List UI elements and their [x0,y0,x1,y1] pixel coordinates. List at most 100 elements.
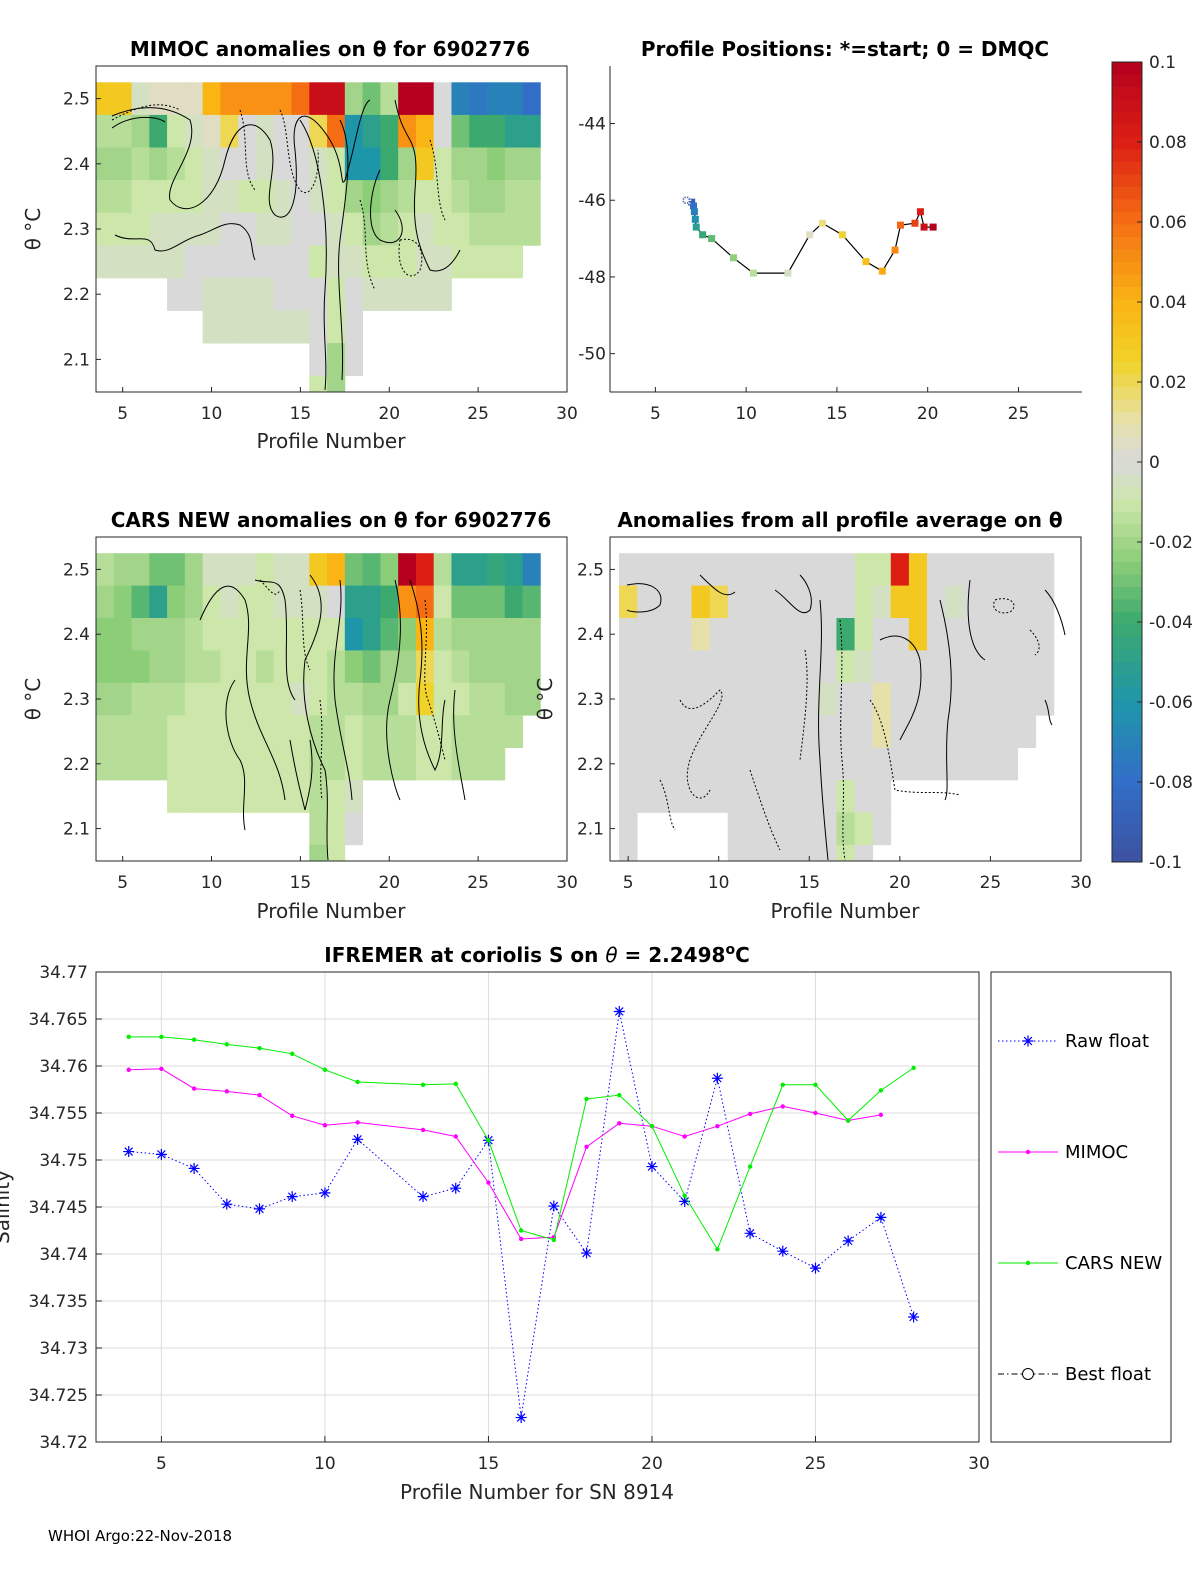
series-dot-point [290,1113,295,1119]
raw-float-star-point [254,1203,266,1215]
y-tick-label: 2.5 [63,560,90,580]
heatmap-cell [344,180,364,214]
heatmap-cell [782,618,801,651]
heatmap-cell [981,618,1000,651]
heatmap-cell [818,585,837,619]
allavg-xlabel: Profile Number [771,899,921,923]
heatmap-cell [327,245,346,279]
x-tick-label: 10 [735,404,757,424]
positions-ticks: 5 10 15 20 25 -44 -46 -48 -50 [578,115,1029,424]
heatmap-cell [818,747,837,781]
heatmap-cell [673,650,692,684]
heatmap-cell [908,618,928,651]
heatmap-cell [655,747,674,781]
heatmap-cell [273,715,292,748]
heatmap-cell [220,553,239,586]
heatmap-cell [238,618,257,651]
heatmap-cell [487,747,506,781]
heatmap-cell [167,82,186,116]
colorbar-ticks: 0.1 0.08 0.06 0.04 0.02 0 -0.02 -0.04 -0.06 -0.08… [1137,53,1193,873]
heatmap-cell [309,310,328,344]
colorbar-band [1112,74,1142,88]
heatmap-cell [433,114,452,148]
heatmap-cell [782,553,801,586]
heatmap-cell [451,585,470,619]
series-dot-point [518,1236,524,1242]
heatmap-cell [131,212,150,246]
heatmap-cell [149,82,168,116]
heatmap-cell [433,682,452,716]
heatmap-cell [504,82,523,116]
heatmap-cell [96,82,115,116]
heatmap-cell [327,82,346,116]
heatmap-cell [836,812,855,846]
colorbar-band [1112,149,1142,163]
cars-contour-line [199,579,296,801]
series-dot-point [420,1127,426,1133]
heatmap-cell [380,650,399,684]
heatmap-cell [167,147,186,181]
heatmap-cell [131,650,150,684]
heatmap-cell [327,553,346,586]
heatmap-cell [415,715,435,748]
legend-circle-marker [1022,1368,1034,1380]
heatmap-cell [113,650,132,684]
series-dot-point [355,1120,360,1125]
heatmap-cell [220,650,239,684]
heatmap-cell [149,650,168,684]
colorbar-band [1112,474,1142,488]
heatmap-cell [344,147,364,181]
raw-float-star-point [875,1211,887,1223]
heatmap-cell [1035,682,1055,716]
mimoc-ylabel: θ °C [21,208,45,251]
colorbar-band [1112,224,1142,238]
heatmap-cell [167,682,186,716]
series-dot-point [453,1081,458,1087]
heatmap-cell [309,212,328,246]
heatmap-cell [945,715,964,748]
heatmap-cell [890,585,910,619]
heatmap-cell [487,682,506,716]
heatmap-cell [184,650,204,684]
x-tick-label: 25 [467,404,489,424]
allavg-anomaly-panel: Anomalies from all profile average on θ … [533,508,1092,923]
heatmap-cell [238,180,257,214]
heatmap-cell [291,780,310,813]
colorbar-band [1112,312,1142,325]
heatmap-cell [451,747,470,781]
colorbar-tick-label: 0.08 [1149,133,1187,153]
heatmap-cell [927,747,946,781]
heatmap-cell [782,650,801,684]
salinity-series [123,1005,920,1424]
colorbar-band [1112,537,1142,550]
heatmap-cell [202,618,221,651]
heatmap-cell [727,747,747,781]
heatmap-cell [273,650,292,684]
heatmap-cell [344,310,364,344]
heatmap-cell [655,618,674,651]
heatmap-cell [327,618,346,651]
heatmap-cell [184,618,204,651]
heatmap-cell [619,682,638,716]
heatmap-cell [655,780,674,813]
heatmap-cell [691,585,711,619]
salinity-ylabel: Salinity [0,1170,14,1244]
heatmap-cell [963,553,982,586]
series-dot-point [191,1037,197,1042]
heatmap-cell [113,180,132,214]
heatmap-cell [149,180,168,214]
heatmap-cell [782,715,801,748]
colorbar-band [1112,162,1142,175]
x-tick-label: 5 [650,404,661,424]
y-tick-label: 2.3 [63,690,90,710]
colorbar-band [1112,387,1142,400]
raw-float-star-point [809,1262,821,1274]
heatmap-cell [854,747,874,781]
profile-position-marker [878,267,886,275]
heatmap-cell [487,212,506,246]
series-dot-point [486,1180,491,1185]
heatmap-cell [945,585,964,619]
heatmap-cell [945,682,964,716]
heatmap-cell [96,180,115,214]
